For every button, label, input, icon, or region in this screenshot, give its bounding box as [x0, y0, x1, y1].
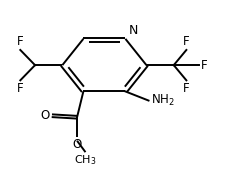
Text: F: F	[183, 36, 190, 49]
Text: NH$_2$: NH$_2$	[151, 93, 174, 108]
Text: O: O	[40, 109, 50, 122]
Text: N: N	[128, 24, 138, 37]
Text: CH$_3$: CH$_3$	[74, 154, 97, 168]
Text: O: O	[73, 138, 82, 151]
Text: F: F	[183, 82, 190, 95]
Text: F: F	[17, 82, 24, 95]
Text: F: F	[17, 36, 24, 49]
Text: F: F	[201, 59, 208, 72]
